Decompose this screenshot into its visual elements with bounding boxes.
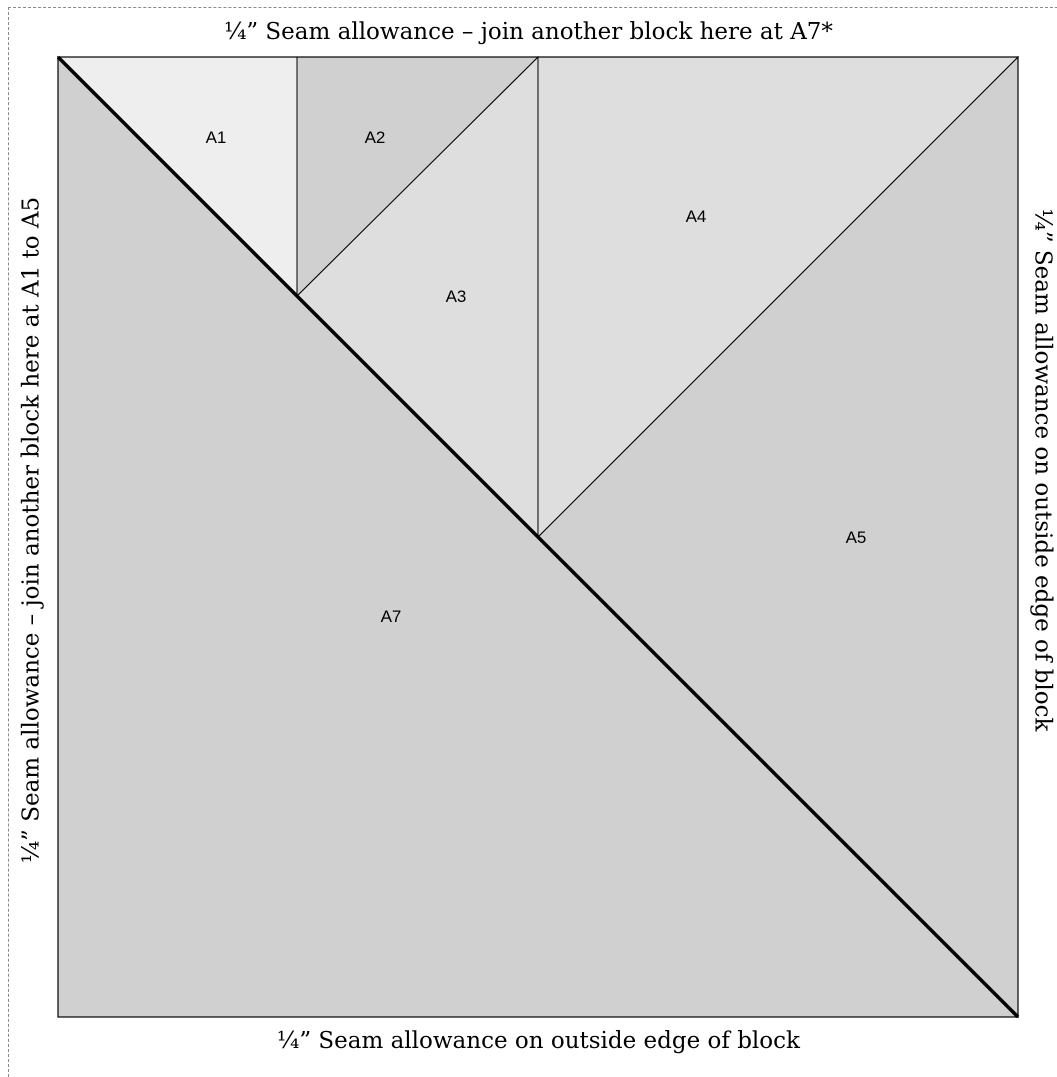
main-diagonal-seam	[56, 55, 1020, 1019]
piece-label-a3: A3	[446, 287, 467, 306]
block-border	[57, 56, 1019, 1018]
piece-label-a1: A1	[206, 128, 227, 147]
dashed-cut-line	[8, 7, 1057, 1077]
seam-label-top: ¼” Seam allowance – join another block h…	[224, 19, 833, 45]
piece-label-a7: A7	[381, 607, 402, 626]
seam-label-bottom: ¼” Seam allowance on outside edge of blo…	[277, 1028, 800, 1054]
piece-label-a4: A4	[686, 207, 707, 226]
piece-label-a2: A2	[365, 128, 386, 147]
piece-label-a5: A5	[846, 528, 867, 547]
